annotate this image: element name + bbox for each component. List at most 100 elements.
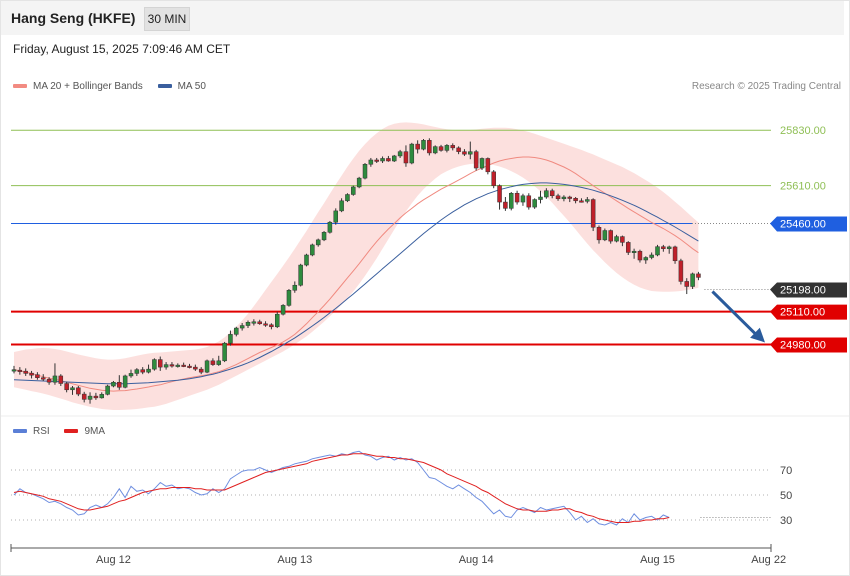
candle-body xyxy=(17,369,23,372)
x-tick-label-0: Aug 12 xyxy=(96,554,131,566)
candle-body xyxy=(345,194,350,202)
candle-body xyxy=(637,250,643,261)
candle-body xyxy=(163,364,169,368)
candle-body xyxy=(158,359,163,368)
bollinger-band xyxy=(14,122,699,411)
header-bar xyxy=(1,1,844,35)
candle-body xyxy=(87,395,93,400)
candle-body xyxy=(444,145,450,151)
candle-body xyxy=(321,232,327,241)
candle-body xyxy=(573,198,578,202)
candle-body xyxy=(122,375,128,388)
candle-body xyxy=(380,158,385,162)
candle-body xyxy=(245,322,251,326)
x-tick-label-2: Aug 14 xyxy=(459,554,494,566)
candle-body xyxy=(193,366,198,370)
candle-body xyxy=(29,372,34,376)
candle-body xyxy=(456,147,461,152)
candle-body xyxy=(234,327,239,335)
candle-body xyxy=(386,158,391,162)
legend-ma50-label: MA 50 xyxy=(177,81,206,92)
x-tick-label-1: Aug 13 xyxy=(277,554,312,566)
candle-body xyxy=(468,151,473,155)
candle-body xyxy=(222,342,227,362)
candle-body xyxy=(538,196,543,200)
candle-body xyxy=(58,375,64,384)
price-tag-label-4: 25110.00 xyxy=(780,307,825,319)
rsi-line xyxy=(13,450,670,526)
candle-body xyxy=(298,264,303,286)
candle-body xyxy=(643,257,649,261)
copyright-notice: Research © 2025 Trading Central xyxy=(691,81,841,92)
projection-arrow-shaft xyxy=(711,290,759,337)
candle-body xyxy=(520,195,526,203)
candle-body xyxy=(327,221,333,233)
legend-9ma-swatch xyxy=(64,429,79,434)
candle-body xyxy=(666,246,672,249)
x-tick-label-4: Aug 22 xyxy=(751,554,786,566)
price-tag-3 xyxy=(770,282,847,298)
candle-body xyxy=(549,190,555,197)
candle-body xyxy=(585,199,590,202)
candle-body xyxy=(421,140,426,150)
x-tick-label-3: Aug 15 xyxy=(640,554,675,566)
legend-9ma-label: 9MA xyxy=(84,426,106,437)
candle-body xyxy=(555,195,561,200)
candle-body xyxy=(397,151,403,157)
candle-body xyxy=(333,210,338,223)
rsi-9ma-line xyxy=(13,453,670,523)
candle-body xyxy=(690,273,695,287)
candle-body xyxy=(228,334,233,344)
price-tag-label-2: 25460.00 xyxy=(780,218,826,230)
candle-body xyxy=(11,369,17,372)
price-tag-5 xyxy=(770,337,847,353)
candle-body xyxy=(310,244,315,256)
timestamp: Friday, August 15, 2025 7:09:46 AM CET xyxy=(13,42,231,56)
candle-body xyxy=(368,159,374,165)
rsi-level-label-2: 30 xyxy=(780,515,792,527)
candle-body xyxy=(52,375,58,383)
candle-body xyxy=(649,254,654,258)
level-label-1: 25610.00 xyxy=(780,181,826,193)
candle-body xyxy=(169,364,175,367)
candle-body xyxy=(509,192,514,209)
candle-body xyxy=(251,321,257,324)
candle-body xyxy=(257,321,262,325)
candle-body xyxy=(304,254,309,266)
candle-body xyxy=(626,242,631,253)
candle-body xyxy=(239,325,245,329)
candle-body xyxy=(631,250,637,253)
candle-body xyxy=(427,140,432,154)
legend-rsi-label: RSI xyxy=(33,426,50,437)
candle-body xyxy=(280,305,286,315)
candle-body xyxy=(81,393,87,400)
candle-body xyxy=(111,381,116,387)
price-legend: MA 20 + Bollinger Bands MA 50 xyxy=(13,81,218,92)
timeframe-button[interactable]: 30 MIN xyxy=(144,7,190,31)
candle-body xyxy=(684,281,689,287)
candle-body xyxy=(204,360,210,373)
candle-body xyxy=(514,192,520,203)
instrument-title: Hang Seng (HKFE) xyxy=(11,10,136,26)
candle-body xyxy=(93,395,99,399)
candle-body xyxy=(579,200,584,203)
candle-body xyxy=(269,324,274,328)
candle-body xyxy=(491,171,496,186)
candle-body xyxy=(140,369,145,373)
legend-ma50: MA 50 xyxy=(157,81,206,92)
candle-body xyxy=(210,360,216,365)
candle-body xyxy=(438,146,444,151)
candle-body xyxy=(362,164,368,179)
legend-ma20: MA 20 + Bollinger Bands xyxy=(13,81,143,92)
candle-body xyxy=(532,199,537,208)
candle-body xyxy=(152,359,157,370)
candle-body xyxy=(479,158,485,169)
candle-body xyxy=(23,370,28,374)
price-tag-2 xyxy=(770,216,847,232)
candle-body xyxy=(672,246,678,262)
ma20-line xyxy=(13,156,699,392)
candle-body xyxy=(544,190,549,198)
candle-body xyxy=(128,373,134,377)
candle-body xyxy=(655,246,660,256)
